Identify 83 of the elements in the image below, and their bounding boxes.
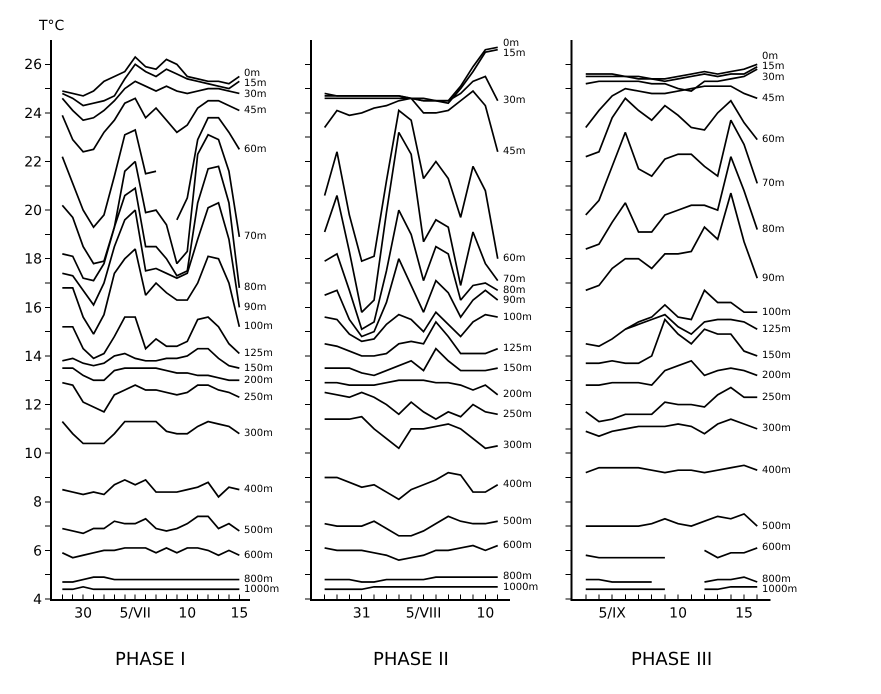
series-label: 1000m <box>244 584 280 595</box>
y-axis-title: T°C <box>38 18 65 34</box>
series-label: 400m <box>244 484 273 495</box>
series-label: 800m <box>503 571 532 582</box>
series-label: 200m <box>503 389 532 400</box>
series-label: 100m <box>762 307 791 318</box>
series-label: 15m <box>503 48 526 59</box>
series-label: 90m <box>244 302 266 313</box>
series-label: 300m <box>762 423 791 434</box>
series-label: 45m <box>762 93 784 104</box>
text: PHASE I <box>115 649 186 670</box>
series-label: 1000m <box>503 582 538 593</box>
series-label: 70m <box>503 274 526 285</box>
series-label: 80m <box>244 282 266 293</box>
series-label: 30m <box>762 72 784 83</box>
y-tick-label: 18 <box>24 252 42 268</box>
series-label: 80m <box>503 285 526 296</box>
y-tick-label: 22 <box>24 154 42 170</box>
series-label: 500m <box>762 521 791 532</box>
series-label: 125m <box>503 343 532 354</box>
series-label: 0m <box>244 68 260 79</box>
series-label: 500m <box>503 516 532 527</box>
series-label: 250m <box>244 392 273 403</box>
series-label: 150m <box>503 363 532 374</box>
series-label: 300m <box>244 428 273 439</box>
series-label: 90m <box>503 295 526 306</box>
y-tick-label: 20 <box>24 203 42 220</box>
series-label: 800m <box>244 574 273 585</box>
series-label: 125m <box>244 348 273 359</box>
series-label: 400m <box>503 479 532 490</box>
series-label: 400m <box>762 465 791 476</box>
y-tick-label: 4 <box>33 592 42 608</box>
series-label: 100m <box>244 321 273 332</box>
series-label: 70m <box>762 178 784 189</box>
y-tick-label: 10 <box>24 446 42 462</box>
y-tick-label: 14 <box>24 348 42 365</box>
x-tick-label: 10 <box>178 606 196 622</box>
x-tick-label: 15 <box>230 606 248 622</box>
series-label: 60m <box>503 253 526 264</box>
series-label: 60m <box>762 134 784 145</box>
series-label: 800m <box>762 574 791 585</box>
series-label: 15m <box>762 61 784 72</box>
series-label: 200m <box>762 370 791 381</box>
series-label: 600m <box>503 540 532 551</box>
text: PHASE III <box>631 649 712 670</box>
series-label: 200m <box>244 375 273 386</box>
series-label: 0m <box>762 51 778 62</box>
y-tick-label: 8 <box>33 494 42 511</box>
x-tick-label: 15 <box>735 606 753 622</box>
x-tick-label: 31 <box>352 606 371 622</box>
series-label: 300m <box>503 440 532 451</box>
series-label: 100m <box>503 312 532 323</box>
x-tick-label: 5/VII <box>119 606 151 622</box>
series-label: 600m <box>762 542 791 553</box>
y-tick-label: 12 <box>24 397 42 414</box>
series-label: 125m <box>762 324 791 335</box>
series-label: 15m <box>244 78 266 89</box>
series-label: 250m <box>503 409 532 420</box>
y-tick-label: 6 <box>33 543 42 560</box>
y-tick-label: 26 <box>24 57 42 74</box>
text: PHASE II <box>373 649 449 670</box>
x-tick-label: 10 <box>476 606 494 622</box>
series-label: 30m <box>244 89 266 100</box>
series-label: 30m <box>503 95 526 106</box>
series-label: 90m <box>762 273 784 284</box>
series-label: 600m <box>244 550 273 561</box>
x-tick-label: 5/VIII <box>406 606 442 622</box>
series-label: 150m <box>762 350 791 361</box>
x-tick-label: 10 <box>669 606 688 622</box>
x-tick-label: 30 <box>74 606 92 622</box>
series-label: 60m <box>244 144 266 155</box>
y-tick-label: 16 <box>24 300 42 316</box>
series-label: 500m <box>244 525 273 536</box>
series-label: 150m <box>244 363 273 374</box>
series-label: 45m <box>503 146 526 157</box>
series-label: 250m <box>762 392 791 403</box>
series-label: 70m <box>244 231 266 242</box>
series-label: 45m <box>244 105 266 116</box>
series-label: 0m <box>503 38 520 49</box>
series-label: 80m <box>762 224 784 235</box>
series-label: 1000m <box>762 584 798 595</box>
x-tick-label: 5/IX <box>598 606 626 622</box>
y-tick-label: 24 <box>24 106 42 122</box>
